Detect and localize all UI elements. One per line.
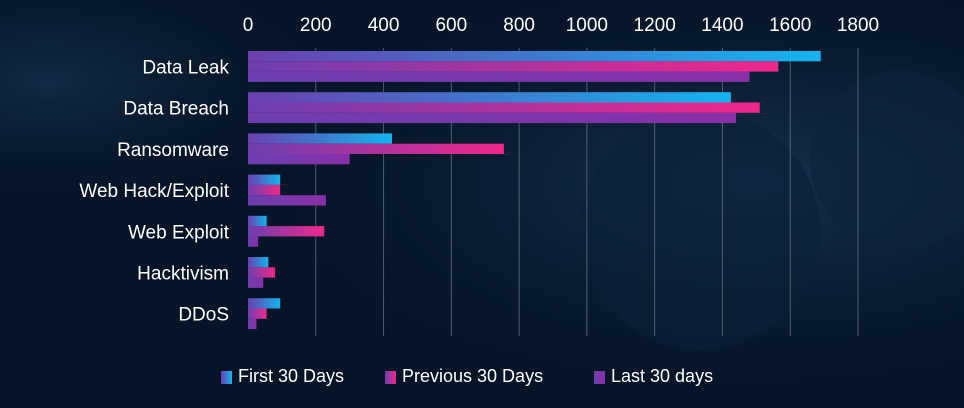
x-tick-label: 400 — [368, 15, 400, 36]
y-axis: Data Leak Data Breach Ransomware Web Hack/E… — [79, 57, 229, 325]
bar-data-breach-series-2 — [248, 102, 760, 113]
x-tick-label: 800 — [503, 15, 535, 36]
x-axis: 0 200 400 600 800 1000 1200 1400 1600 1800 — [243, 15, 879, 36]
category-label: Data Leak — [142, 57, 229, 78]
bar-ransomware-series-2 — [248, 143, 504, 154]
category-label: Data Breach — [123, 99, 229, 120]
x-tick-label: 600 — [435, 15, 467, 36]
bar-hacktivism-series-1 — [248, 257, 269, 268]
x-tick-label: 1400 — [701, 15, 743, 36]
x-tick-label: 1600 — [769, 15, 811, 36]
category-label: Web Exploit — [128, 222, 230, 243]
legend-label: Previous 30 Days — [402, 366, 543, 386]
x-tick-label: 1000 — [566, 15, 608, 36]
bar-ransomware-series-3 — [248, 154, 350, 165]
category-label: Ransomware — [117, 140, 229, 161]
category-label: DDoS — [178, 305, 229, 326]
bar-hacktivism-series-3 — [248, 277, 264, 288]
x-tick-label: 1800 — [837, 15, 879, 36]
bar-web-exploit-series-2 — [248, 226, 325, 237]
category-label: Web Hack/Exploit — [79, 181, 229, 202]
bars — [248, 51, 821, 330]
bar-web-hack-exploit-series-1 — [248, 174, 281, 185]
bar-web-exploit-series-3 — [248, 236, 259, 247]
bar-web-hack-exploit-series-3 — [248, 195, 326, 206]
legend-swatch — [385, 371, 396, 384]
legend: First 30 Days Previous 30 Days Last 30 day… — [221, 366, 713, 386]
bar-ddos-series-2 — [248, 308, 267, 319]
legend-swatch — [594, 371, 605, 384]
legend-label: First 30 Days — [238, 366, 344, 386]
bar-web-hack-exploit-series-2 — [248, 184, 281, 196]
bar-data-breach-series-1 — [248, 92, 731, 103]
bar-hacktivism-series-2 — [248, 267, 276, 278]
bar-data-breach-series-3 — [248, 112, 736, 124]
category-label: Hacktivism — [137, 263, 229, 284]
bar-ddos-series-3 — [248, 318, 257, 330]
bar-data-leak-series-1 — [248, 51, 821, 62]
bar-ransomware-series-1 — [248, 133, 393, 144]
x-tick-label: 1200 — [634, 15, 676, 36]
bar-web-exploit-series-1 — [248, 215, 267, 227]
legend-swatch — [221, 371, 232, 384]
x-tick-label: 0 — [243, 15, 254, 36]
legend-label: Last 30 days — [611, 366, 713, 386]
x-tick-label: 200 — [300, 15, 332, 36]
bar-data-leak-series-2 — [248, 61, 779, 72]
bar-ddos-series-1 — [248, 298, 281, 309]
bar-data-leak-series-3 — [248, 71, 750, 82]
